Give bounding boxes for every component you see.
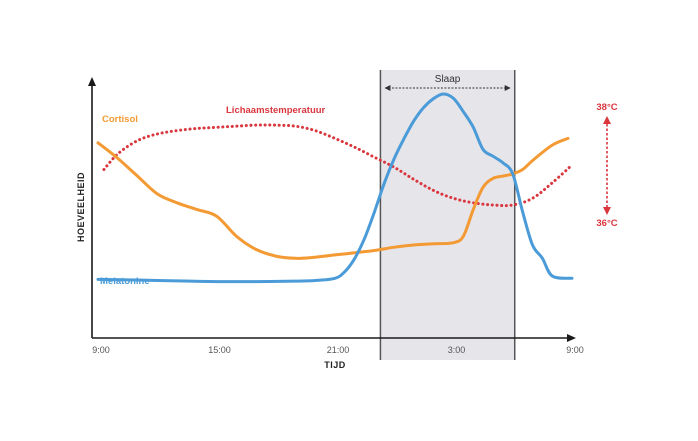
sleep-band xyxy=(380,70,515,360)
series-line-melatonine xyxy=(96,92,574,284)
y-axis-label: HOEVEELHEID xyxy=(76,172,86,242)
x-tick-label: 15:00 xyxy=(208,345,231,355)
temperature-low-label: 36°C xyxy=(596,218,617,229)
x-tick-label: 21:00 xyxy=(327,345,350,355)
y-axis-arrow xyxy=(88,77,96,86)
x-tick-label: 9:00 xyxy=(92,345,110,355)
temperature-arrow-down-head xyxy=(603,207,611,215)
x-tick-labels: 9:00 15:00 21:00 3:00 9:00 xyxy=(92,345,584,355)
temperature-high-label: 38°C xyxy=(596,102,617,113)
sleep-label: Slaap xyxy=(435,74,461,85)
x-axis-label: TIJD xyxy=(324,360,346,370)
series-label-melatonine: Melatonine xyxy=(100,276,150,287)
series-label-lichaamstemperatuur: Lichaamstemperatuur xyxy=(226,105,326,116)
series-label-cortisol: Cortisol xyxy=(102,114,138,125)
x-axis-arrow xyxy=(567,334,576,342)
sleep-arrow-left-head xyxy=(384,85,391,91)
x-tick-label: 9:00 xyxy=(566,345,584,355)
x-tick-label: 3:00 xyxy=(448,345,466,355)
series-line-cortisol xyxy=(96,136,570,260)
temperature-arrow-up-head xyxy=(603,116,611,124)
sleep-arrow-right-head xyxy=(504,85,511,91)
series-line-lichaamstemperatuur xyxy=(102,123,574,208)
